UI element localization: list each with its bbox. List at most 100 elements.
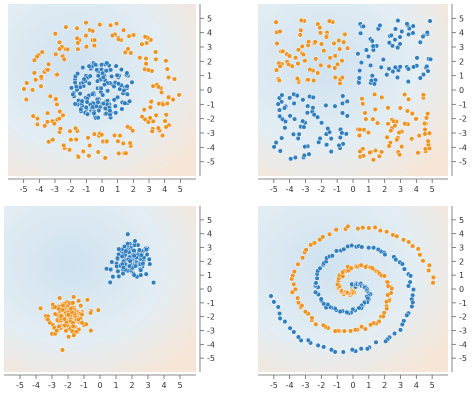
data-point bbox=[34, 121, 40, 127]
data-point bbox=[410, 299, 416, 305]
data-point bbox=[79, 98, 85, 104]
data-point bbox=[66, 334, 72, 340]
y-tick-label: -3 bbox=[459, 129, 467, 138]
data-point bbox=[71, 294, 77, 300]
data-point bbox=[87, 73, 93, 79]
data-point bbox=[83, 321, 89, 327]
data-point bbox=[42, 123, 48, 129]
data-point bbox=[317, 265, 323, 271]
data-point bbox=[420, 92, 426, 98]
data-point bbox=[84, 297, 90, 303]
data-point bbox=[68, 85, 75, 91]
y-tick-label: 0 bbox=[459, 86, 464, 95]
y-tick-label: 0 bbox=[207, 285, 212, 294]
data-point bbox=[45, 317, 51, 323]
data-point bbox=[129, 79, 135, 85]
data-point bbox=[425, 111, 431, 117]
data-point bbox=[127, 263, 133, 269]
data-point bbox=[95, 115, 101, 121]
data-point bbox=[358, 346, 364, 352]
data-point bbox=[87, 310, 94, 316]
data-point bbox=[30, 87, 36, 93]
data-point bbox=[404, 21, 410, 27]
y-tick-label: 3 bbox=[459, 43, 464, 52]
data-point bbox=[318, 41, 325, 47]
data-point bbox=[373, 339, 379, 345]
data-point bbox=[413, 116, 419, 122]
data-point bbox=[384, 305, 390, 312]
data-point bbox=[277, 310, 283, 317]
data-point bbox=[326, 63, 332, 69]
series-1-points bbox=[104, 231, 157, 286]
data-point bbox=[115, 138, 121, 144]
data-point bbox=[136, 247, 142, 253]
data-point bbox=[46, 139, 52, 145]
data-point bbox=[58, 313, 64, 319]
data-point bbox=[130, 128, 136, 134]
data-point bbox=[310, 105, 316, 111]
data-point bbox=[116, 246, 122, 252]
data-point bbox=[327, 55, 333, 61]
data-point bbox=[341, 39, 347, 45]
data-point bbox=[56, 323, 62, 330]
data-point bbox=[109, 32, 115, 39]
data-point bbox=[273, 19, 279, 25]
data-point bbox=[67, 128, 73, 134]
data-point bbox=[147, 104, 153, 110]
x-tick-label: -3 bbox=[51, 185, 59, 194]
data-point bbox=[271, 144, 277, 150]
data-point bbox=[405, 283, 412, 289]
data-point bbox=[368, 322, 374, 328]
data-point bbox=[307, 67, 313, 73]
y-tick-label: -1 bbox=[459, 299, 467, 308]
data-point bbox=[165, 94, 172, 100]
data-point bbox=[109, 259, 115, 265]
data-point bbox=[52, 31, 58, 37]
data-point bbox=[114, 21, 120, 27]
data-point bbox=[164, 66, 170, 72]
data-point bbox=[358, 30, 364, 36]
data-point bbox=[360, 23, 366, 29]
data-point bbox=[61, 142, 67, 148]
data-point bbox=[335, 61, 341, 67]
data-point bbox=[357, 68, 363, 74]
y-tick-label: 4 bbox=[459, 29, 464, 38]
data-point bbox=[389, 285, 395, 292]
data-point bbox=[385, 283, 391, 289]
data-point bbox=[399, 144, 405, 150]
data-point bbox=[275, 304, 281, 310]
data-point bbox=[399, 261, 405, 267]
data-point bbox=[301, 152, 307, 158]
x-tick-label: 5 bbox=[430, 381, 435, 390]
data-point bbox=[298, 337, 304, 343]
y-tick-label: -3 bbox=[459, 327, 467, 336]
data-point bbox=[153, 49, 159, 55]
data-point bbox=[325, 126, 331, 132]
data-point bbox=[309, 315, 315, 321]
data-point bbox=[340, 349, 346, 355]
data-point bbox=[92, 62, 98, 68]
y-tick-label: 4 bbox=[207, 230, 212, 239]
data-point bbox=[151, 280, 157, 286]
data-point bbox=[147, 261, 153, 267]
data-point bbox=[388, 32, 394, 38]
data-point bbox=[124, 91, 130, 97]
data-point bbox=[420, 258, 426, 264]
y-tick-label: -2 bbox=[207, 313, 215, 322]
x-tick-label: -4 bbox=[35, 185, 43, 194]
data-point bbox=[333, 248, 340, 254]
y-tick-label: 3 bbox=[459, 244, 464, 253]
data-point bbox=[163, 112, 169, 118]
data-point bbox=[73, 329, 79, 335]
data-point bbox=[77, 91, 83, 97]
data-point bbox=[117, 133, 123, 139]
data-point bbox=[300, 51, 307, 58]
data-point bbox=[63, 328, 69, 334]
y-tick-label: 5 bbox=[459, 14, 464, 23]
series-1-points bbox=[268, 242, 417, 355]
data-point bbox=[291, 281, 297, 287]
data-point bbox=[392, 26, 399, 32]
data-point bbox=[313, 321, 319, 327]
data-point bbox=[273, 140, 279, 146]
